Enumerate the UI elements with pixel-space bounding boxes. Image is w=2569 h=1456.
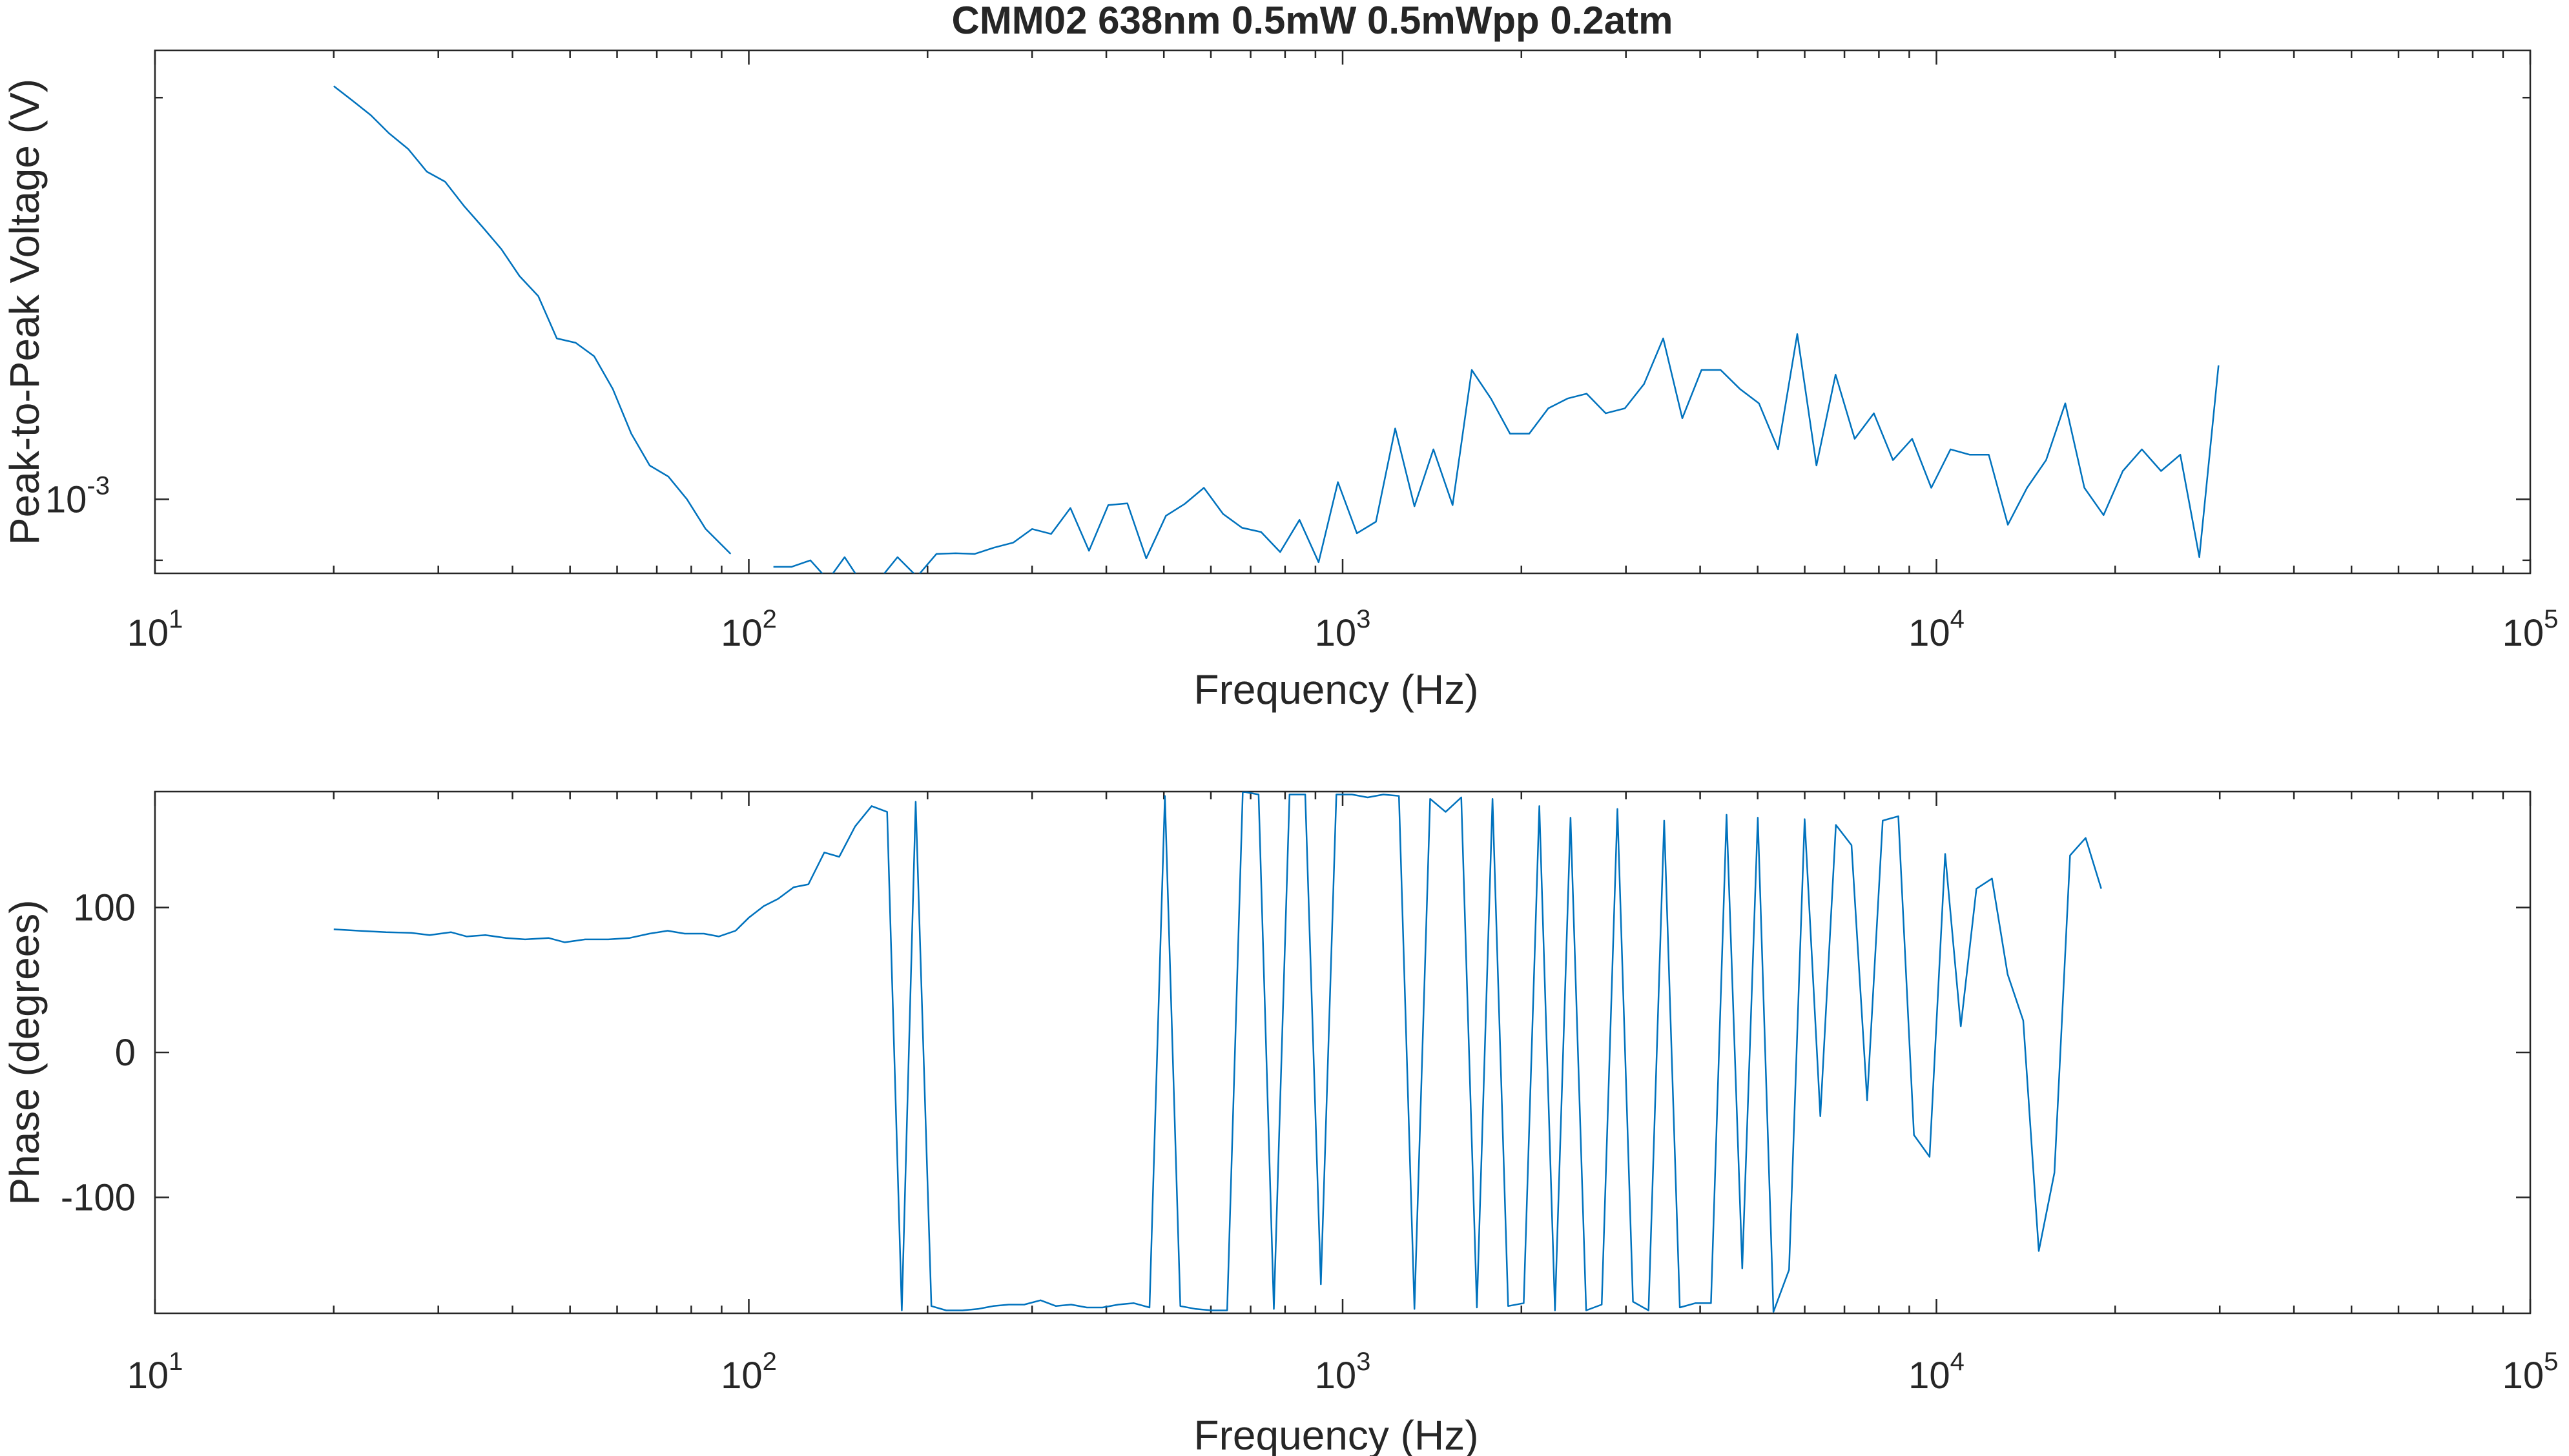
x-axis-label: Frequency (Hz) [1194,1412,1479,1456]
series-line-segment [773,333,2220,573]
x-tick-label: 101 [127,1348,183,1397]
y-tick-label: 0 [115,1032,136,1074]
x-tick-label: 104 [1908,1348,1965,1397]
series-line-segment [333,85,732,555]
x-tick-label: 103 [1315,1348,1371,1397]
x-tick-label: 102 [721,605,777,654]
y-tick-label: 10-3 [45,471,110,520]
x-tick-label: 103 [1315,605,1371,654]
magnitude-plot-panel: 101 102 103 104 105 10-3 Frequency (Hz) Peak-to… [1,49,2559,713]
phase-plot-panel: 101 102 103 104 105 100 0 -100 Frequency (Hz) Pha… [1,790,2559,1456]
x-tick-label: 105 [2502,1348,2559,1397]
y-tick-label: 100 [73,887,136,929]
y-axis-label: Phase (degrees) [1,899,48,1205]
x-tick-label: 102 [721,1348,777,1397]
figure-title: CMM02 638nm 0.5mW 0.5mWpp 0.2atm [951,0,1673,42]
y-axis-label: Peak-to-Peak Voltage (V) [1,79,48,545]
x-tick-label: 101 [127,605,183,654]
y-tick-label: -100 [61,1176,136,1218]
x-tick-label: 105 [2502,605,2559,654]
x-tick-label: 104 [1908,605,1965,654]
x-axis-label: Frequency (Hz) [1194,666,1479,713]
plot-area-box [154,790,2532,1315]
series-line-segment [333,792,2102,1313]
